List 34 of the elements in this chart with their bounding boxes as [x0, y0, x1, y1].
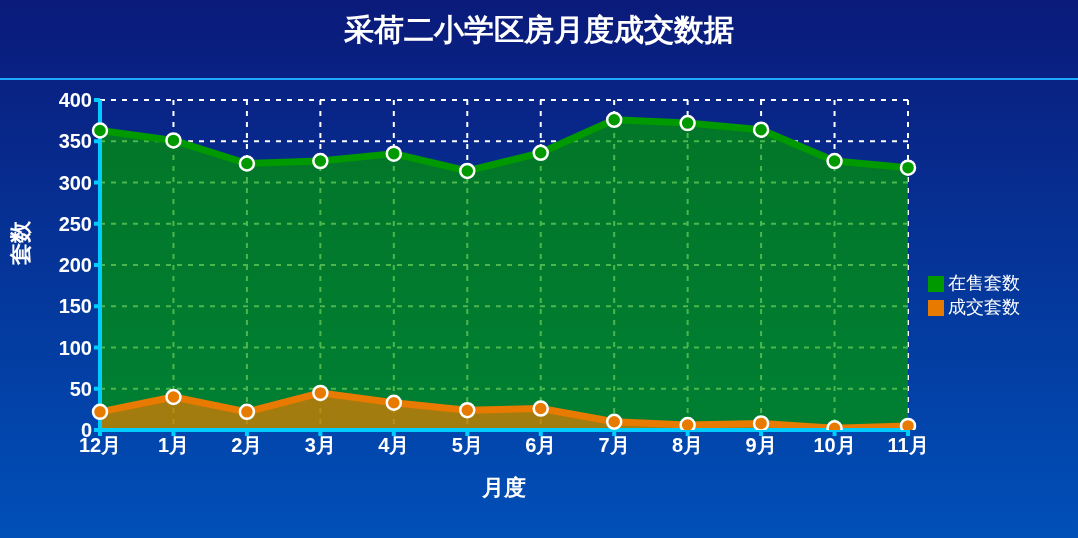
- x-tick-label: 9月: [745, 434, 777, 457]
- y-tick-label: 50: [69, 377, 92, 400]
- x-tick-label: 5月: [451, 434, 483, 457]
- legend-label: 成交套数: [948, 297, 1020, 317]
- y-tick-label: 200: [58, 254, 92, 277]
- y-axis-title: 套数: [7, 220, 33, 266]
- point: [238, 403, 256, 421]
- point: [752, 415, 770, 430]
- x-tick-label: 1月: [157, 434, 190, 457]
- y-tick-label: 400: [58, 89, 92, 112]
- y-tick-label: 350: [58, 130, 92, 153]
- x-tick-label: 2月: [231, 434, 263, 457]
- x-tick-label: 3月: [304, 434, 336, 457]
- x-tick-label: 6月: [525, 434, 557, 457]
- x-axis-title: 月度: [481, 475, 526, 500]
- x-tick-label: 8月: [672, 434, 704, 457]
- x-tick-label: 10月: [813, 434, 856, 457]
- y-tick-label: 100: [58, 336, 92, 359]
- point: [312, 384, 329, 402]
- y-tick-label: 150: [58, 295, 92, 318]
- point: [679, 416, 696, 430]
- point: [165, 388, 182, 406]
- legend-label: 在售套数: [948, 273, 1020, 293]
- point: [385, 394, 403, 412]
- y-tick-label: 250: [58, 212, 92, 235]
- point: [532, 400, 549, 417]
- y-tick-label: 300: [58, 171, 92, 194]
- point: [91, 403, 109, 421]
- point: [459, 401, 476, 419]
- x-tick-label: 4月: [378, 434, 410, 457]
- x-tick-label: 11月: [887, 434, 929, 457]
- point: [605, 413, 623, 430]
- chart-title: 采荷二小学区房月度成交数据: [343, 12, 735, 48]
- x-tick-label: 7月: [598, 434, 630, 457]
